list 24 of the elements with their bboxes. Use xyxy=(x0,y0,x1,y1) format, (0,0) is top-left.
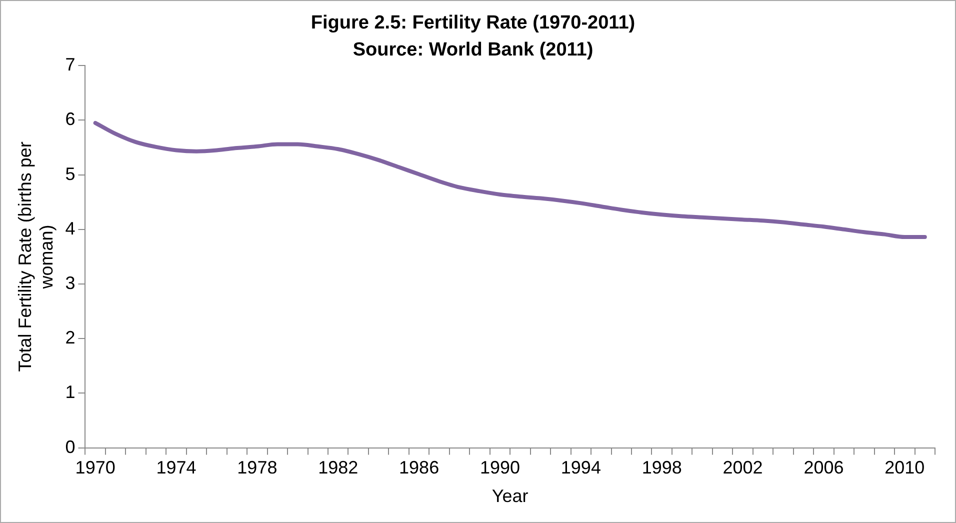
x-tick-label: 2002 xyxy=(722,458,763,478)
y-tick-label: 7 xyxy=(65,54,76,75)
y-tick-label: 3 xyxy=(65,272,76,293)
line-series xyxy=(93,120,927,240)
x-tick-label: 2006 xyxy=(804,458,844,478)
x-tick-label: 2010 xyxy=(884,458,925,478)
x-tick-label: 1982 xyxy=(318,458,358,478)
x-tick-label: 1970 xyxy=(75,458,116,478)
y-tick-label: 0 xyxy=(65,436,76,457)
y-tick-label: 5 xyxy=(65,164,76,184)
x-tick-label: 1990 xyxy=(480,458,520,478)
y-tick-label: 6 xyxy=(65,109,76,130)
x-tick-label: 1986 xyxy=(399,458,440,478)
y-tick-label: 2 xyxy=(65,328,76,348)
x-tick-label: 1978 xyxy=(237,458,278,478)
x-tick-label: 1994 xyxy=(560,458,601,478)
x-axis-title: Year xyxy=(492,486,528,506)
x-tick-label: 1998 xyxy=(642,458,682,478)
y-axis-title: Total Fertility Rate (births per woman) xyxy=(14,142,56,372)
y-tick-label: 1 xyxy=(65,382,76,402)
chart-title: Figure 2.5: Fertility Rate (1970-2011) xyxy=(310,12,636,34)
x-tick-label: 1974 xyxy=(156,458,196,478)
y-tick-label: 4 xyxy=(65,218,76,238)
chart-subtitle: Source: World Bank (2011) xyxy=(352,39,594,60)
